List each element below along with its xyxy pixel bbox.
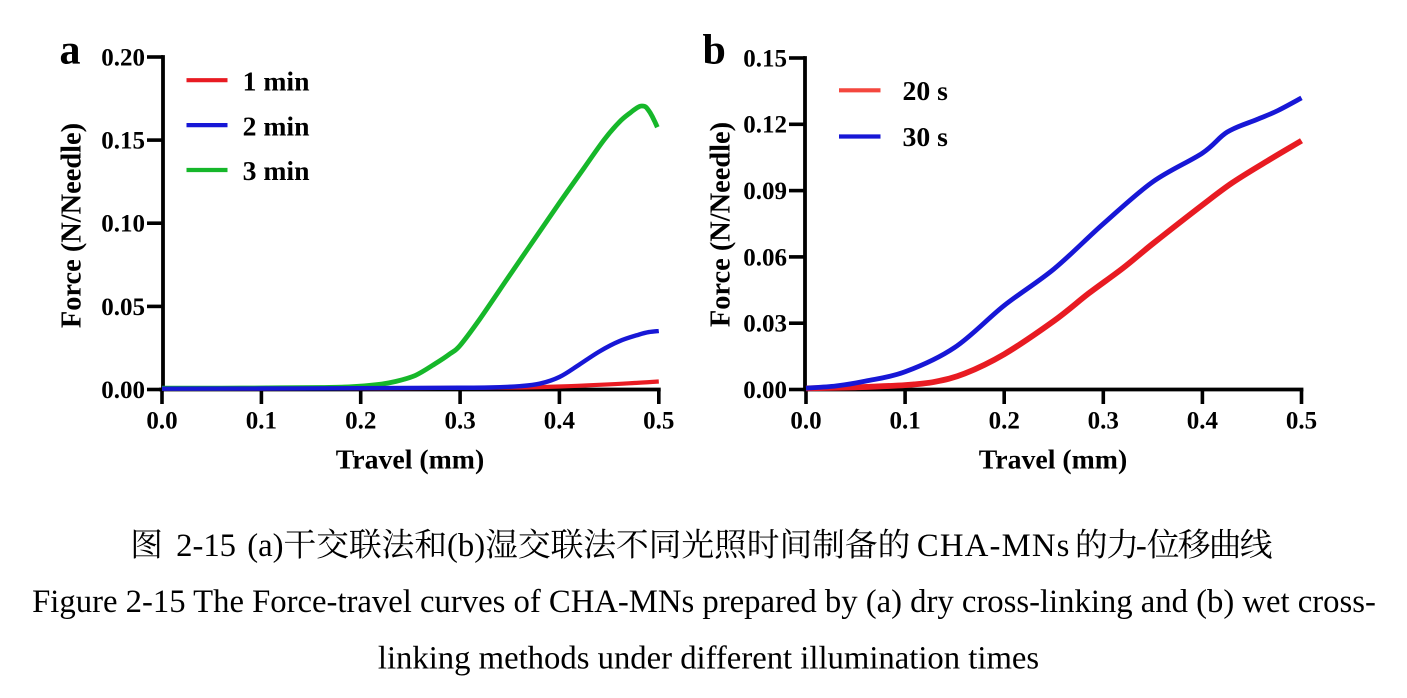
svg-text:0.00: 0.00 bbox=[743, 377, 787, 404]
svg-text:1 min: 1 min bbox=[243, 65, 310, 96]
svg-text:3 min: 3 min bbox=[243, 155, 310, 186]
svg-text:0.4: 0.4 bbox=[1187, 408, 1219, 435]
svg-text:Travel (mm): Travel (mm) bbox=[336, 445, 484, 476]
svg-text:0.5: 0.5 bbox=[1286, 408, 1317, 435]
svg-text:CHA-MNs: CHA-MNs bbox=[917, 528, 1071, 564]
svg-text:2-15: 2-15 bbox=[176, 528, 236, 564]
svg-text:0.0: 0.0 bbox=[790, 408, 821, 435]
svg-text:2 min: 2 min bbox=[243, 110, 310, 141]
svg-text:0.4: 0.4 bbox=[544, 408, 576, 435]
svg-text:0.2: 0.2 bbox=[989, 408, 1020, 435]
svg-text:0.20: 0.20 bbox=[101, 44, 145, 71]
svg-text:(b): (b) bbox=[447, 528, 485, 564]
svg-text:0.1: 0.1 bbox=[889, 408, 920, 435]
svg-text:b: b bbox=[703, 28, 726, 74]
svg-text:0.00: 0.00 bbox=[101, 377, 145, 404]
svg-text:0.10: 0.10 bbox=[101, 211, 145, 238]
svg-text:0.06: 0.06 bbox=[743, 244, 787, 271]
svg-text:0.03: 0.03 bbox=[743, 311, 787, 338]
svg-text:0.0: 0.0 bbox=[146, 408, 177, 435]
svg-text:30 s: 30 s bbox=[903, 121, 949, 152]
svg-text:20 s: 20 s bbox=[903, 75, 949, 106]
svg-text:a: a bbox=[60, 28, 81, 74]
svg-text:0.15: 0.15 bbox=[743, 45, 787, 72]
svg-text:Force (N/Needle): Force (N/Needle) bbox=[57, 123, 88, 328]
svg-text:Travel (mm): Travel (mm) bbox=[979, 445, 1127, 476]
svg-text:0.15: 0.15 bbox=[101, 128, 145, 155]
svg-text:0.3: 0.3 bbox=[1088, 408, 1119, 435]
svg-text:Force (N/Needle): Force (N/Needle) bbox=[706, 122, 737, 327]
svg-text:0.12: 0.12 bbox=[743, 112, 787, 139]
svg-text:linking methods under differen: linking methods under different illumina… bbox=[378, 641, 1039, 677]
svg-text:(a): (a) bbox=[247, 528, 283, 564]
svg-text:0.05: 0.05 bbox=[101, 294, 145, 321]
svg-text:0.09: 0.09 bbox=[743, 178, 787, 205]
svg-text:Figure 2-15 The Force-travel c: Figure 2-15 The Force-travel curves of C… bbox=[32, 584, 1376, 620]
svg-text:0.3: 0.3 bbox=[444, 408, 475, 435]
svg-text:-: - bbox=[1136, 528, 1147, 564]
svg-text:0.5: 0.5 bbox=[643, 408, 674, 435]
svg-text:0.1: 0.1 bbox=[246, 408, 277, 435]
svg-text:0.2: 0.2 bbox=[345, 408, 376, 435]
